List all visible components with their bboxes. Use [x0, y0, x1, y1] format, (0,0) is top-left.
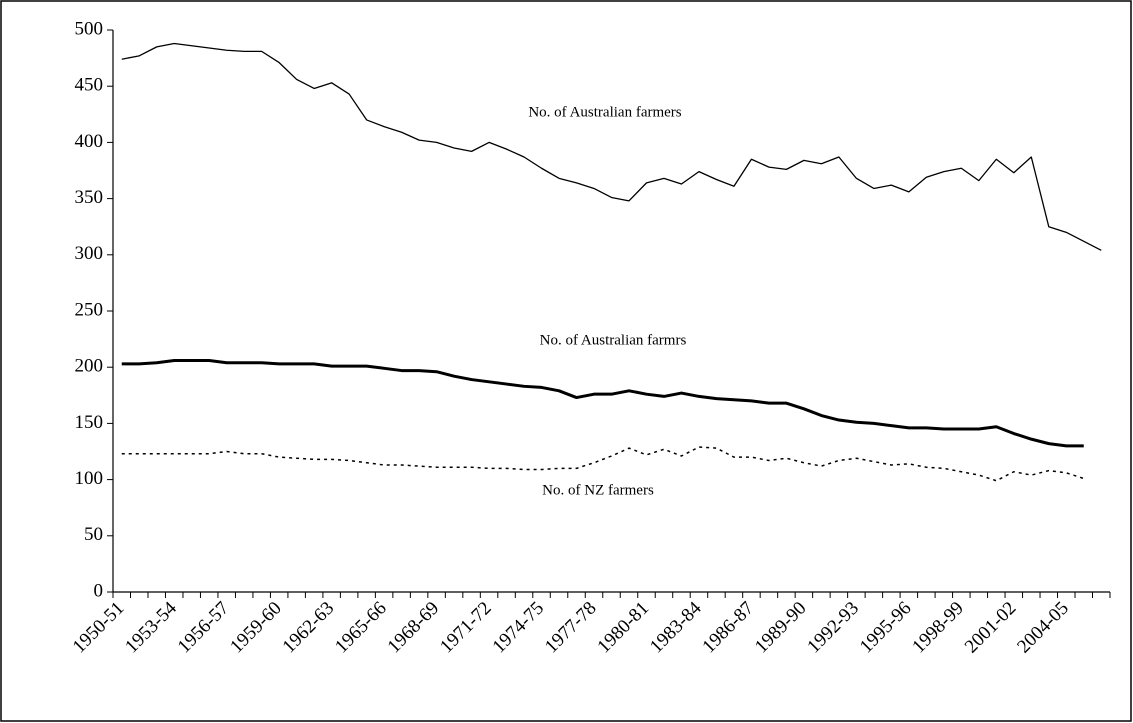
- y-tick-label: 450: [75, 75, 104, 96]
- y-tick-label: 50: [84, 524, 103, 545]
- series-line: [121, 446, 1084, 482]
- y-tick-label: 400: [75, 131, 104, 152]
- series-label: No. of Australian farmers: [528, 104, 681, 120]
- y-tick-label: 500: [75, 18, 104, 39]
- y-tick-label: 350: [75, 187, 104, 208]
- y-tick-label: 200: [75, 356, 104, 377]
- series-line: [121, 42, 1102, 251]
- series-label: No. of Australian farmrs: [540, 332, 687, 348]
- y-tick-label: 300: [75, 243, 104, 264]
- y-tick-label: 250: [75, 299, 104, 320]
- series-label: No. of NZ farmers: [542, 482, 654, 498]
- y-tick-label: 0: [94, 580, 104, 601]
- y-tick-label: 100: [75, 468, 104, 489]
- y-tick-label: 150: [75, 412, 104, 433]
- series-line: [121, 358, 1084, 448]
